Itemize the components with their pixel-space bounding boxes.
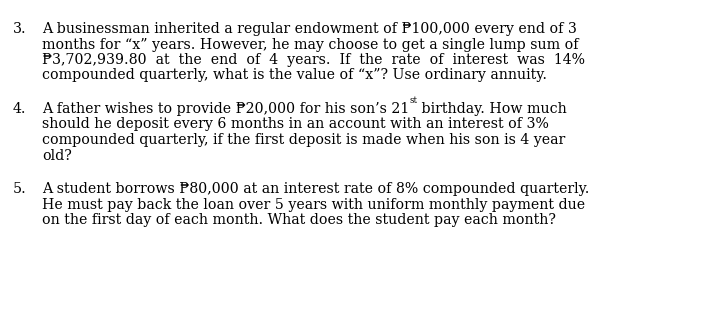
Text: st: st xyxy=(409,96,417,105)
Text: 4.: 4. xyxy=(13,102,26,116)
Text: He must pay back the loan over 5 years with uniform monthly payment due: He must pay back the loan over 5 years w… xyxy=(42,198,585,212)
Text: on the first day of each month. What does the student pay each month?: on the first day of each month. What doe… xyxy=(42,213,556,227)
Text: A father wishes to provide ₱20,000 for his son’s 21: A father wishes to provide ₱20,000 for h… xyxy=(42,102,409,116)
Text: old?: old? xyxy=(42,148,72,163)
Text: months for “x” years. However, he may choose to get a single lump sum of: months for “x” years. However, he may ch… xyxy=(42,38,579,51)
Text: 5.: 5. xyxy=(13,182,27,196)
Text: A businessman inherited a regular endowment of ₱100,000 every end of 3: A businessman inherited a regular endowm… xyxy=(42,22,577,36)
Text: birthday. How much: birthday. How much xyxy=(417,102,567,116)
Text: should he deposit every 6 months in an account with an interest of 3%: should he deposit every 6 months in an a… xyxy=(42,117,549,131)
Text: compounded quarterly, if the first deposit is made when his son is 4 year: compounded quarterly, if the first depos… xyxy=(42,133,565,147)
Text: ₱3,702,939.80  at  the  end  of  4  years.  If  the  rate  of  interest  was  14: ₱3,702,939.80 at the end of 4 years. If … xyxy=(42,53,585,67)
Text: compounded quarterly, what is the value of “x”? Use ordinary annuity.: compounded quarterly, what is the value … xyxy=(42,68,547,82)
Text: A student borrows ₱80,000 at an interest rate of 8% compounded quarterly.: A student borrows ₱80,000 at an interest… xyxy=(42,182,590,196)
Text: 3.: 3. xyxy=(13,22,27,36)
